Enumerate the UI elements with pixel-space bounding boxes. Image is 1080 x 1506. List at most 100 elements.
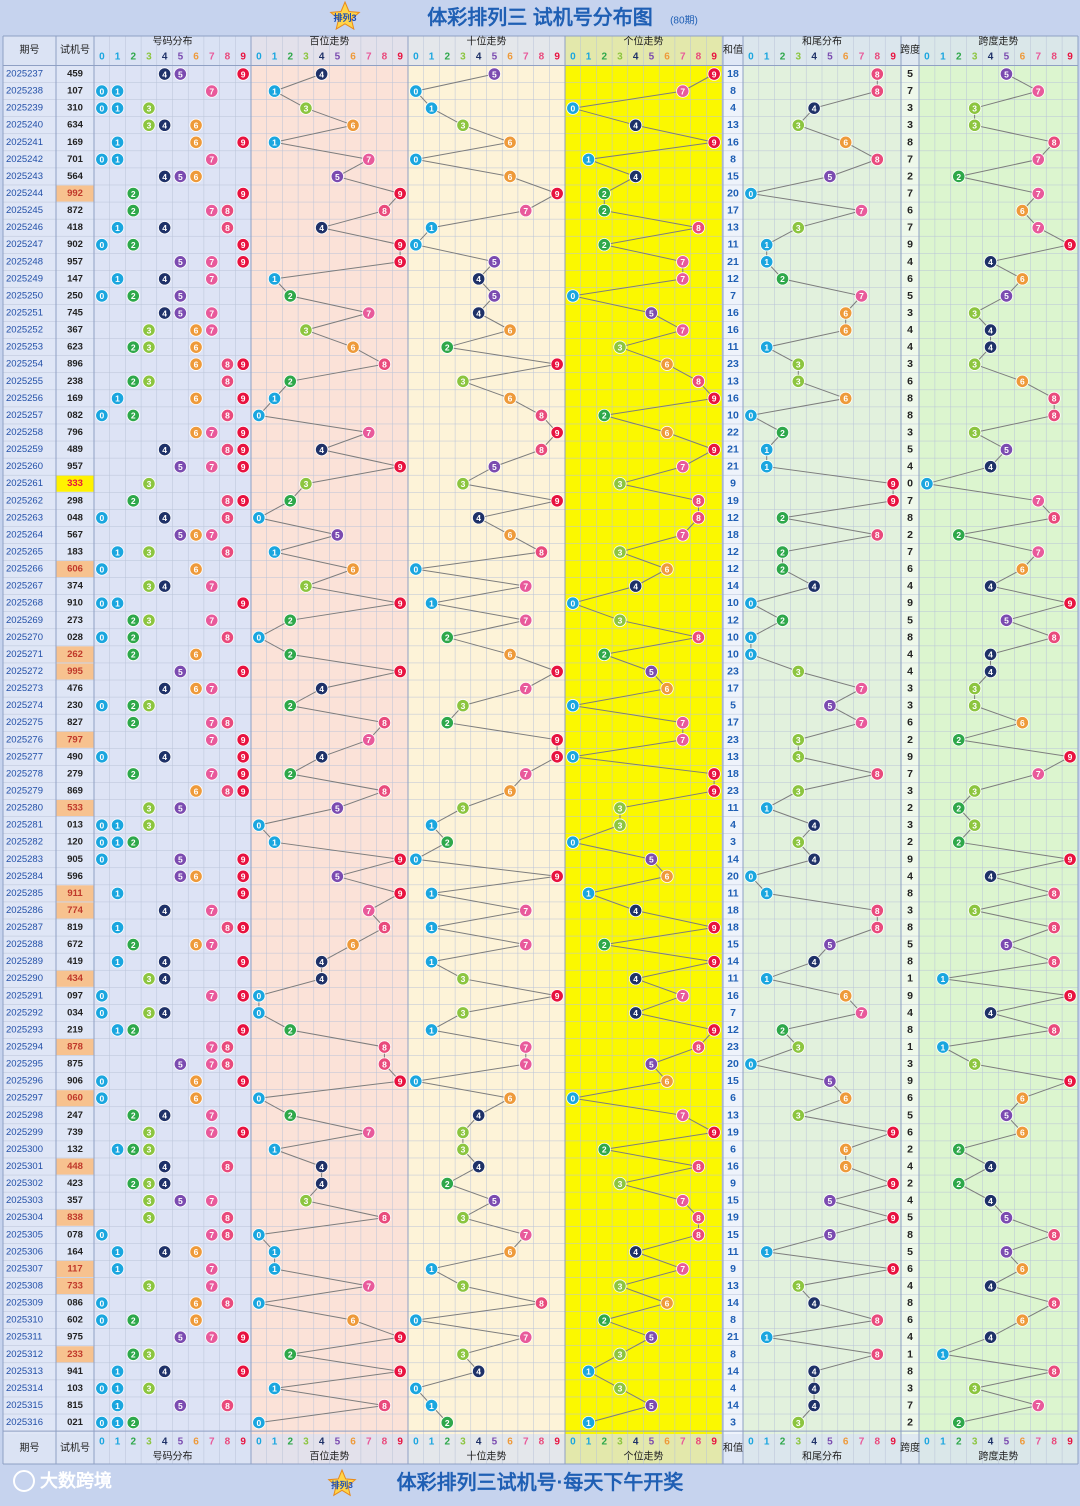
span-ball: 2 (952, 733, 966, 747)
tens-ball: 9 (550, 494, 564, 508)
ball-circle (676, 716, 690, 730)
span-cell: 9 (907, 853, 913, 865)
ball-circle (629, 1006, 643, 1020)
ball-circle (126, 1142, 140, 1157)
ball-circle (330, 169, 344, 184)
issue-cell: 2025308 (6, 1281, 43, 1292)
ball-circle (440, 835, 454, 849)
span-ball: 4 (983, 1279, 998, 1293)
span-ball: 4 (983, 647, 998, 662)
ball-circle (760, 972, 774, 986)
ball-circle (550, 989, 564, 1003)
ball-digit: 9 (241, 786, 246, 796)
ball-circle (205, 1330, 219, 1344)
hundreds-ball: 7 (362, 306, 376, 320)
digit-label: 3 (796, 52, 802, 63)
ball-digit: 4 (162, 957, 167, 967)
sum-cell: 11 (727, 1246, 738, 1258)
dist-ball: 9 (236, 869, 250, 883)
dist-ball: 2 (126, 767, 140, 781)
dist-ball: 1 (110, 886, 125, 900)
digit-label: 9 (1067, 1437, 1073, 1448)
tail-ball: 3 (791, 118, 805, 132)
ball-circle (409, 852, 423, 866)
dist-ball: 3 (142, 323, 156, 337)
draw-cell: 957 (67, 461, 83, 472)
units-ball: 2 (597, 238, 611, 252)
ball-circle (503, 647, 517, 662)
ball-circle (644, 1057, 658, 1071)
dist-ball: 7 (205, 528, 219, 542)
draw-cell: 238 (67, 376, 83, 387)
ball-digit: 4 (812, 103, 817, 113)
dist-ball: 8 (220, 1228, 235, 1242)
ball-circle (999, 938, 1014, 952)
table-row: 2025290 434 43 4 3 4 11 1 1 1 (6, 970, 950, 987)
ball-digit: 2 (602, 1315, 607, 1325)
ball-circle (205, 1228, 219, 1242)
pair-highlight (56, 1277, 94, 1295)
ball-digit: 6 (508, 650, 513, 660)
tail-ball: 1 (760, 1245, 774, 1259)
dist-ball: 5 (173, 1398, 187, 1413)
span-cell: 7 (907, 546, 913, 558)
tens-ball: 1 (424, 955, 439, 969)
hundreds-ball: 6 (346, 340, 360, 354)
span-ball: 6 (1015, 1091, 1029, 1105)
sum-cell: 18 (727, 922, 739, 934)
ball-digit: 3 (461, 1128, 466, 1138)
digit-label: 5 (492, 1437, 498, 1448)
ball-digit: 1 (115, 394, 120, 404)
ball-digit: 2 (288, 377, 293, 387)
sum-cell: 16 (727, 1161, 739, 1173)
ball-digit: 7 (209, 991, 214, 1001)
ball-digit: 0 (99, 855, 104, 865)
ball-digit: 2 (131, 650, 136, 660)
issue-cell: 2025285 (6, 888, 43, 899)
ball-circle (315, 955, 329, 969)
ball-circle (550, 494, 564, 508)
ball-digit: 1 (429, 1401, 434, 1411)
issue-cell: 2025249 (6, 273, 43, 284)
ball-digit: 9 (398, 257, 403, 267)
ball-digit: 4 (476, 1367, 481, 1377)
watermark-logo-icon (13, 1470, 35, 1492)
ball-circle (581, 1364, 596, 1378)
tens-ball: 0 (409, 1381, 423, 1396)
ball-circle (1047, 955, 1061, 969)
digit-label: 1 (764, 52, 770, 63)
span-cell: 4 (907, 1195, 913, 1207)
ball-circle (126, 835, 140, 849)
draw-cell: 596 (67, 871, 83, 882)
ball-digit: 2 (288, 1111, 293, 1121)
ball-circle (456, 1006, 470, 1020)
ball-digit: 7 (209, 428, 214, 438)
ball-circle (110, 596, 125, 610)
digit-label: 0 (570, 1437, 576, 1448)
ball-circle (409, 238, 423, 252)
tail-ball: 5 (823, 938, 837, 952)
ball-digit: 8 (539, 445, 544, 455)
sum-cell: 16 (727, 136, 739, 148)
ball-circle (487, 255, 501, 269)
draw-cell: 975 (67, 1332, 84, 1343)
ball-digit: 8 (1052, 1230, 1057, 1240)
ball-circle (886, 1176, 900, 1191)
ball-digit: 9 (1068, 1076, 1073, 1086)
issue-cell: 2025291 (6, 990, 43, 1001)
digit-label: 7 (366, 1437, 372, 1448)
units-ball: 2 (597, 1313, 611, 1327)
span-ball: 7 (1031, 152, 1045, 166)
sum-cell: 11 (727, 973, 738, 985)
hundreds-ball: 2 (283, 289, 297, 303)
ball-circle (440, 1415, 454, 1430)
ball-circle (126, 374, 140, 388)
issue-cell: 2025278 (6, 768, 43, 779)
ball-digit: 1 (586, 155, 591, 165)
ball-digit: 5 (178, 667, 183, 677)
ball-digit: 8 (225, 1213, 230, 1223)
units-header: 个位走势 (624, 1450, 664, 1463)
ball-digit: 8 (225, 547, 230, 557)
